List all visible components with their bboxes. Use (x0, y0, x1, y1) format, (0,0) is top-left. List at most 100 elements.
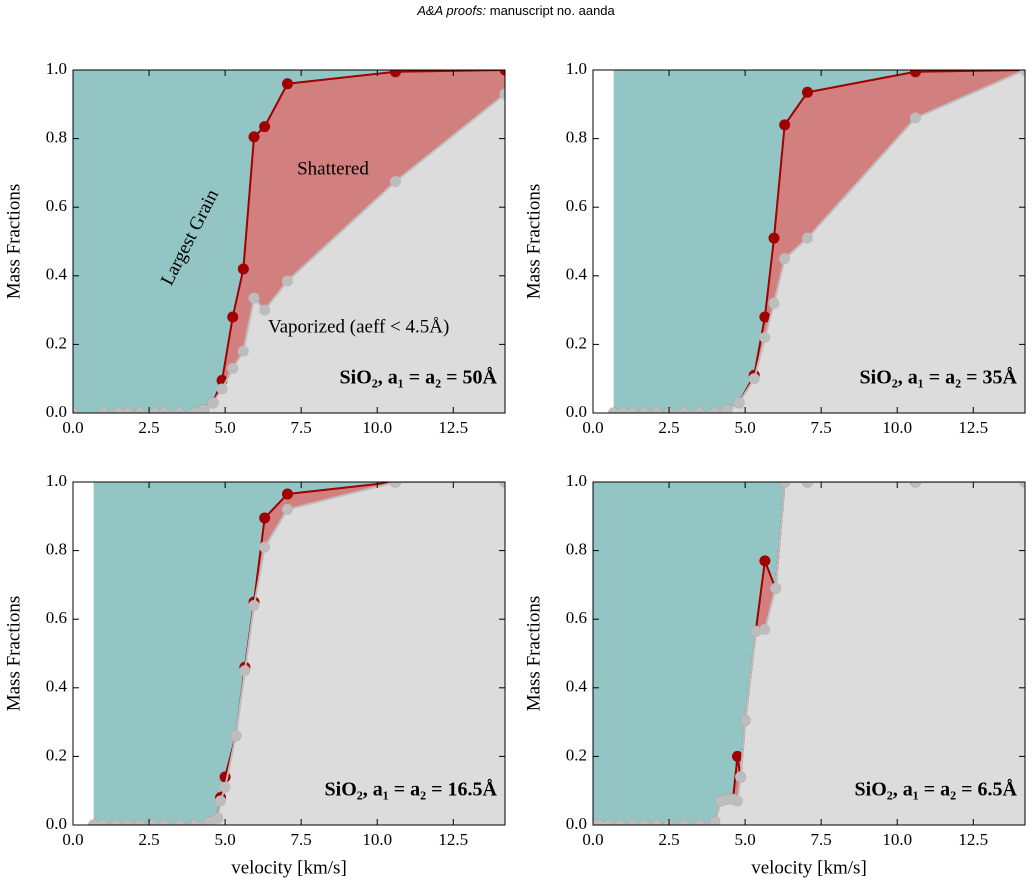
data-point (770, 582, 782, 594)
y-tick-label: 0.6 (566, 608, 587, 627)
x-tick-label: 10.0 (882, 418, 912, 437)
data-point (173, 819, 185, 825)
data-point (259, 121, 271, 133)
x-tick-label: 2.5 (138, 418, 159, 437)
data-point (227, 362, 239, 374)
y-tick-label: 0.0 (566, 814, 587, 833)
data-point (227, 311, 239, 323)
vaporized-area (93, 482, 505, 825)
panel-label: SiO₂, a₁ = a₂ = 35Å (860, 366, 1018, 389)
shattered-area (73, 70, 505, 413)
data-point (735, 771, 747, 783)
largest-grain-area (613, 70, 1025, 413)
y-tick-label: 0.4 (46, 265, 68, 284)
y-tick-label: 0.6 (46, 196, 67, 215)
data-point (614, 819, 626, 825)
data-point (88, 819, 100, 825)
data-point (721, 404, 733, 413)
data-point (239, 665, 251, 677)
y-tick-label: 0.2 (566, 745, 587, 764)
y-tick-label: 0.2 (566, 333, 587, 352)
y-tick-label: 0.0 (46, 402, 67, 421)
journal: A&A proofs: (416, 3, 486, 18)
x-tick-label: 0.0 (62, 830, 83, 849)
data-point (693, 819, 705, 825)
x-tick-label: 5.0 (734, 418, 755, 437)
data-point (281, 275, 293, 287)
y-tick-label: 0.0 (46, 814, 67, 833)
y-tick-label: 0.8 (46, 540, 67, 559)
data-point (779, 482, 791, 488)
x-tick-label: 10.0 (362, 418, 392, 437)
data-point (639, 407, 651, 413)
data-point (219, 781, 231, 793)
x-tick-label: 12.5 (438, 830, 468, 849)
panel-label: SiO₂, a₁ = a₂ = 6.5Å (855, 778, 1018, 801)
data-point (1019, 482, 1025, 488)
panel-label: SiO₂, a₁ = a₂ = 16.5Å (325, 778, 498, 801)
y-tick-label: 0.4 (46, 677, 68, 696)
data-point (259, 541, 271, 553)
data-point (801, 86, 813, 98)
data-point (732, 750, 744, 762)
y-tick-label: 1.0 (46, 59, 67, 78)
data-point (122, 819, 134, 825)
data-point (259, 304, 271, 316)
data-point (617, 407, 629, 413)
annotation: Shattered (297, 158, 369, 179)
annotation: Vaporized (aeff < 4.5Å) (268, 316, 449, 337)
panel-label: SiO₂, a₁ = a₂ = 50Å (340, 366, 498, 389)
data-point (215, 795, 227, 807)
data-point (110, 819, 122, 825)
x-axis-label: velocity [km/s] (231, 857, 347, 878)
y-tick-label: 0.0 (566, 402, 587, 421)
data-point (389, 482, 401, 488)
data-point (627, 819, 639, 825)
data-point (593, 819, 605, 825)
data-point (801, 232, 813, 244)
manuscript: manuscript no. aanda (490, 3, 616, 18)
x-tick-label: 7.5 (811, 830, 832, 849)
vaporized-area (593, 482, 1025, 825)
x-tick-label: 12.5 (958, 830, 988, 849)
data-point (389, 175, 401, 187)
data-point (909, 70, 921, 78)
x-tick-label: 7.5 (291, 830, 312, 849)
data-point (499, 482, 505, 488)
data-point (750, 625, 762, 637)
data-point (499, 88, 505, 100)
data-point (281, 503, 293, 515)
x-tick-label: 7.5 (811, 418, 832, 437)
x-tick-label: 10.0 (362, 830, 392, 849)
panel: 0.0 2.5 5.0 7.5 10.0 12.5 0.0 0.2 0.4 0.6 0.8 1.0 Ma… (523, 471, 1026, 878)
data-point (248, 292, 260, 304)
y-tick-label: 0.8 (46, 128, 67, 147)
data-point (97, 819, 109, 825)
data-point (134, 407, 146, 413)
x-tick-label: 7.5 (291, 418, 312, 437)
plot-area (593, 482, 1025, 825)
y-tick-label: 0.6 (46, 608, 67, 627)
data-point (189, 407, 201, 413)
x-tick-label: 5.0 (734, 830, 755, 849)
data-point (1019, 70, 1025, 76)
data-point (73, 407, 79, 413)
data-point (602, 819, 614, 825)
y-tick-label: 0.2 (46, 745, 67, 764)
x-tick-label: 2.5 (138, 830, 159, 849)
x-tick-label: 0.0 (582, 830, 603, 849)
data-point (259, 512, 271, 524)
x-tick-label: 2.5 (658, 418, 679, 437)
data-point (768, 297, 780, 309)
data-point (389, 70, 401, 78)
plot-area (88, 482, 505, 825)
data-point (134, 819, 146, 825)
y-tick-label: 0.4 (566, 677, 588, 696)
data-point (739, 714, 751, 726)
data-point (97, 407, 109, 413)
data-point (709, 407, 721, 413)
data-point (230, 730, 242, 742)
data-point (779, 119, 791, 131)
data-point (237, 345, 249, 357)
